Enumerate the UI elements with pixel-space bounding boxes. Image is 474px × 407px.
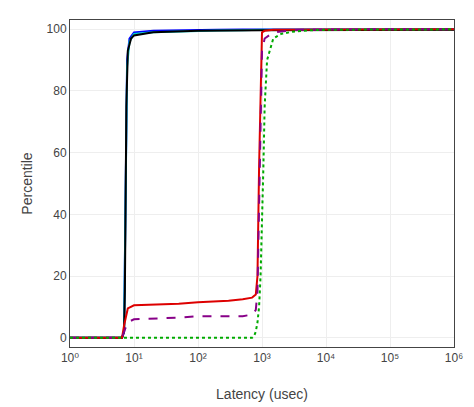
svg-text:Percentile: Percentile: [19, 152, 35, 214]
svg-text:10⁰: 10⁰: [61, 351, 79, 365]
svg-text:10²: 10²: [189, 351, 206, 365]
svg-text:40: 40: [53, 208, 67, 222]
svg-text:10⁶: 10⁶: [445, 351, 463, 365]
svg-text:10⁵: 10⁵: [381, 351, 399, 365]
svg-text:100: 100: [47, 22, 67, 36]
svg-text:10⁴: 10⁴: [317, 351, 336, 365]
svg-text:10¹: 10¹: [125, 351, 142, 365]
svg-text:20: 20: [53, 269, 67, 283]
svg-text:10³: 10³: [253, 351, 270, 365]
svg-text:80: 80: [53, 84, 67, 98]
svg-text:0: 0: [60, 331, 67, 345]
svg-text:60: 60: [53, 146, 67, 160]
svg-text:Latency (usec): Latency (usec): [216, 386, 308, 402]
